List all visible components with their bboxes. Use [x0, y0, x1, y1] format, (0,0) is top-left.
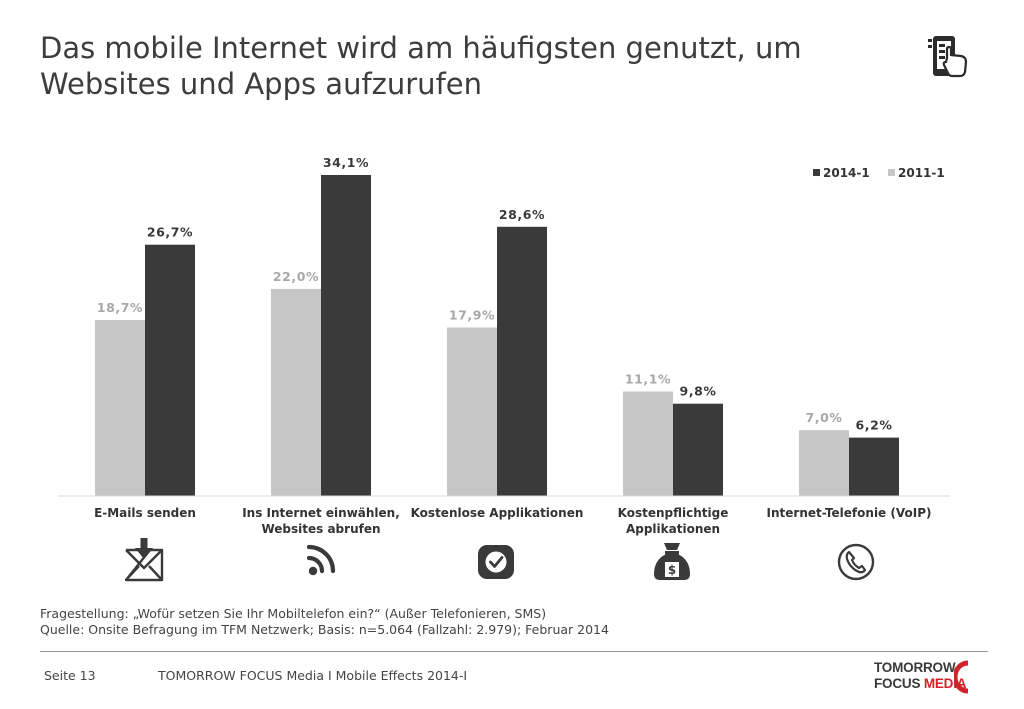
- footnote: Fragestellung: „Wofür setzen Sie Ihr Mob…: [40, 606, 609, 638]
- value-label-2011-1-3: 17,9%: [449, 308, 495, 323]
- value-label-2011-1-4: 11,1%: [625, 372, 671, 387]
- category-label-4: Kostenpflichtige: [618, 506, 729, 520]
- page-number: Seite 13: [44, 668, 96, 683]
- data-source: Quelle: Onsite Befragung im TFM Netzwerk…: [40, 622, 609, 637]
- value-label-2011-1-5: 7,0%: [805, 410, 842, 425]
- bar-2014-1-4: [673, 403, 723, 496]
- svg-text:$: $: [668, 563, 676, 577]
- category-label-2: Websites abrufen: [261, 522, 380, 536]
- bar-2011-1-1: [95, 320, 145, 496]
- category-label-5: Internet-Telefonie (VoIP): [767, 506, 932, 520]
- tomorrow-focus-media-logo: TOMORROW FOCUS MEDIA: [868, 660, 978, 694]
- value-label-2014-1-2: 34,1%: [323, 155, 369, 170]
- page-title-line-2: Websites und Apps aufzurufen: [40, 67, 482, 101]
- value-label-2014-1-3: 28,6%: [499, 207, 545, 222]
- bar-2011-1-5: [799, 430, 849, 496]
- category-label-3: Kostenlose Applikationen: [411, 506, 584, 520]
- logo-ring-icon: [954, 660, 969, 694]
- category-label-2: Ins Internet einwählen,: [242, 506, 400, 520]
- checkmark-app-icon: [478, 545, 514, 579]
- legend-label-2014-1: 2014-1: [823, 166, 870, 180]
- chart-category-labels: E-Mails senden Ins Internet einwählen, Web…: [94, 506, 931, 536]
- logo-line-2: FOCUS MEDIA: [874, 676, 967, 691]
- bar-2011-1-4: [623, 391, 673, 496]
- bar-2011-1-2: [271, 288, 321, 496]
- bar-2014-1-5: [849, 437, 899, 496]
- category-label-4: Applikationen: [626, 522, 720, 536]
- bar-2014-1-2: [321, 175, 371, 496]
- value-label-2011-1-1: 18,7%: [97, 300, 143, 315]
- chart-bars: [95, 175, 899, 497]
- value-label-2014-1-5: 6,2%: [855, 418, 892, 433]
- value-label-2014-1-4: 9,8%: [679, 384, 716, 399]
- document-title: TOMORROW FOCUS Media I Mobile Effects 20…: [158, 668, 468, 683]
- chart-legend: 2014-1 2011-1: [813, 166, 945, 180]
- bar-chart: 18,7% 26,7% 22,0% 34,1% 17,9% 28,6% 11,1% 9,8% 7…: [58, 155, 950, 582]
- value-label-2014-1-1: 26,7%: [147, 225, 193, 240]
- value-label-2011-1-2: 22,0%: [273, 269, 319, 284]
- smartphone-touch-icon: [928, 36, 968, 78]
- survey-question: Fragestellung: „Wofür setzen Sie Ihr Mob…: [40, 606, 547, 621]
- money-bag-icon: $: [654, 543, 690, 580]
- legend-label-2011-1: 2011-1: [898, 166, 945, 180]
- logo-line-1: TOMORROW: [874, 660, 956, 675]
- envelope-download-icon: [124, 538, 164, 582]
- logo-focus-text: FOCUS: [874, 676, 921, 691]
- legend-swatch-2014-1: [813, 169, 820, 176]
- page-title-line-1: Das mobile Internet wird am häufigsten g…: [40, 31, 802, 65]
- rss-feed-icon: [306, 544, 336, 576]
- bar-2014-1-1: [145, 244, 195, 496]
- footer-divider: [40, 651, 988, 652]
- category-label-1: E-Mails senden: [94, 506, 196, 520]
- phone-call-icon: [837, 543, 875, 581]
- bar-2014-1-3: [497, 226, 547, 497]
- page-title: Das mobile Internet wird am häufigsten g…: [40, 30, 900, 102]
- legend-swatch-2011-1: [888, 169, 895, 176]
- chart-value-labels: 18,7% 26,7% 22,0% 34,1% 17,9% 28,6% 11,1% 9,8% 7…: [97, 155, 892, 433]
- bar-2011-1-3: [447, 327, 497, 496]
